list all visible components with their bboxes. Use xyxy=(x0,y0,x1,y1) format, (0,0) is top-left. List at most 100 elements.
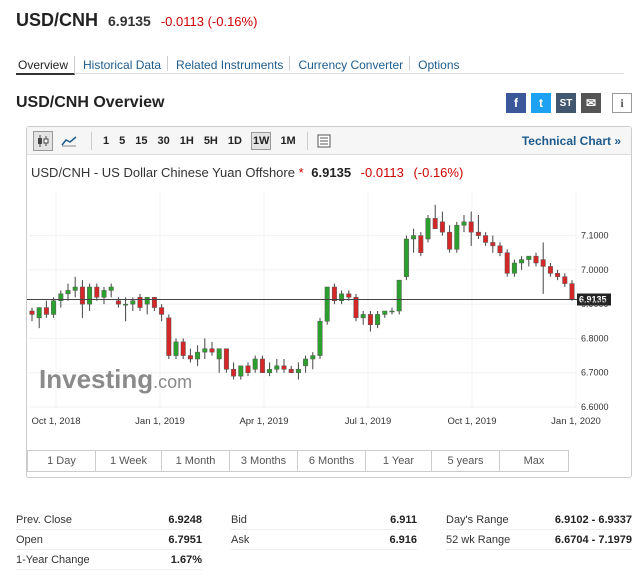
stat-value: 6.6704 - 7.1979 xyxy=(554,533,632,546)
candle-body xyxy=(295,369,301,373)
email-icon[interactable]: ✉ xyxy=(581,93,601,113)
candle-body xyxy=(123,303,129,306)
timeframe-1[interactable]: 1 xyxy=(103,134,110,147)
candlestick-chart[interactable]: 6.9135 Investing.com 7.1000 7.0000 6.9000 6… xyxy=(27,189,631,439)
tab-related-instruments[interactable]: Related Instruments xyxy=(174,56,291,71)
range-1-day[interactable]: 1 Day xyxy=(28,451,96,471)
last-price: 6.9135 xyxy=(108,13,151,29)
nav-tabs: Overview Historical Data Related Instrum… xyxy=(16,52,624,75)
candle-body xyxy=(151,297,157,308)
watermark-suffix: .com xyxy=(153,372,192,392)
candle-body xyxy=(51,300,57,315)
twitter-icon[interactable]: t xyxy=(531,93,551,113)
timeframe-5h[interactable]: 5H xyxy=(203,134,218,147)
candle-body xyxy=(490,242,496,247)
candle-body xyxy=(303,358,309,367)
candle-body xyxy=(79,286,85,305)
candle-body xyxy=(267,369,273,373)
candle-body xyxy=(58,293,64,301)
range-5-years[interactable]: 5 years xyxy=(432,451,500,471)
range-6-months[interactable]: 6 Months xyxy=(298,451,366,471)
chart-panel: 1 5 15 30 1H 5H 1D 1W 1M Technical Chart… xyxy=(26,126,632,478)
candle-body xyxy=(252,358,258,370)
timeframe-1m[interactable]: 1M xyxy=(280,134,296,147)
candle-body xyxy=(454,225,460,250)
facebook-icon[interactable]: f xyxy=(506,93,526,113)
range-1-year[interactable]: 1 Year xyxy=(366,451,432,471)
x-axis: Oct 1, 2018 Jan 1, 2019 Apr 1, 2019 Jul 1, … xyxy=(31,416,600,427)
candle-body xyxy=(94,286,100,298)
candle-body xyxy=(43,307,49,315)
stats-col-2: Bid 6.911 Ask 6.916 xyxy=(231,510,417,550)
section-title: USD/CNH Overview xyxy=(16,94,165,111)
range-3-months[interactable]: 3 Months xyxy=(230,451,298,471)
candle-body xyxy=(331,286,337,301)
current-price-tag xyxy=(577,293,611,306)
candle-body xyxy=(180,341,186,356)
candle-body xyxy=(439,221,445,233)
range-1-month[interactable]: 1 Month xyxy=(162,451,230,471)
range-selector: 1 Day 1 Week 1 Month 3 Months 6 Months 1… xyxy=(27,450,569,472)
x-tick-label: Oct 1, 2018 xyxy=(31,416,80,427)
stat-label: Open xyxy=(16,533,43,546)
candle-body xyxy=(411,235,417,240)
candle-body xyxy=(519,259,525,264)
stat-ask: Ask 6.916 xyxy=(231,530,417,550)
stat-label: Day's Range xyxy=(446,513,509,526)
candle-body xyxy=(274,365,280,370)
x-tick-label: Jan 1, 2020 xyxy=(551,416,601,427)
stocktwits-icon[interactable]: ST xyxy=(556,93,576,113)
candle-body xyxy=(159,307,165,315)
timeframe-15[interactable]: 15 xyxy=(135,134,148,147)
chart-change-percent: (-0.16%) xyxy=(413,165,464,180)
stat-bid: Bid 6.911 xyxy=(231,510,417,530)
timeframe-1d[interactable]: 1D xyxy=(227,134,242,147)
candle-body xyxy=(72,286,78,291)
timeframe-5[interactable]: 5 xyxy=(119,134,126,147)
tab-currency-converter[interactable]: Currency Converter xyxy=(296,56,411,71)
y-tick-label: 6.8000 xyxy=(581,333,609,343)
technical-chart-link[interactable]: Technical Chart » xyxy=(521,133,621,148)
candle-body xyxy=(288,369,294,373)
timeframe-1h[interactable]: 1H xyxy=(179,134,194,147)
chart-last-price: 6.9135 xyxy=(311,165,352,180)
y-axis: 7.1000 7.0000 6.9000 6.8000 6.7000 6.6000 xyxy=(581,231,609,412)
candle-body xyxy=(346,293,352,298)
candle-body xyxy=(223,348,229,370)
stat-days-range: Day's Range 6.9102 - 6.9337 xyxy=(446,510,632,530)
tab-historical-data[interactable]: Historical Data xyxy=(81,56,169,71)
tab-overview[interactable]: Overview xyxy=(16,56,76,75)
timeframe-30[interactable]: 30 xyxy=(157,134,170,147)
candle-body xyxy=(65,290,71,295)
candle-body xyxy=(130,300,136,305)
symbol-title: USD/CNH xyxy=(16,10,99,30)
candle-body xyxy=(511,262,517,274)
y-tick-label: 6.7000 xyxy=(581,368,609,378)
stat-label: 52 wk Range xyxy=(446,533,511,546)
instrument-name: USD/CNH - US Dollar Chinese Yuan Offshor… xyxy=(31,165,295,180)
settings-panel-icon[interactable] xyxy=(314,131,334,151)
investing-logo: Investing.com xyxy=(39,364,192,394)
stat-value: 6.9248 xyxy=(168,513,202,526)
candlestick-icon[interactable] xyxy=(33,130,53,151)
candle-body xyxy=(389,310,395,313)
candle-body xyxy=(353,297,359,319)
candle-body xyxy=(195,351,201,360)
x-tick-label: Jan 1, 2019 xyxy=(135,416,185,427)
toolbar-separator xyxy=(91,131,92,150)
tab-options[interactable]: Options xyxy=(418,58,460,72)
candle-body xyxy=(447,231,453,250)
area-chart-icon[interactable] xyxy=(59,131,79,151)
candle-body xyxy=(317,321,323,356)
stat-label: 1-Year Change xyxy=(16,553,90,566)
timeframe-1w[interactable]: 1W xyxy=(250,131,272,150)
info-icon[interactable]: i xyxy=(612,93,632,113)
stat-value: 6.911 xyxy=(390,513,417,526)
candle-body xyxy=(259,358,265,373)
candle-body xyxy=(173,341,179,356)
range-1-week[interactable]: 1 Week xyxy=(96,451,162,471)
range-max[interactable]: Max xyxy=(500,451,568,471)
candle-body xyxy=(187,355,193,360)
y-tick-label: 6.9000 xyxy=(581,299,609,309)
stat-value: 6.9102 - 6.9337 xyxy=(554,513,632,526)
